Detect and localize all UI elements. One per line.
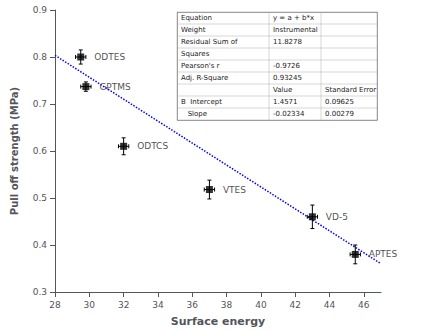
svg-text:36: 36 (187, 300, 199, 310)
svg-text:B Intercept: B Intercept (181, 98, 222, 106)
svg-text:1.4571: 1.4571 (273, 98, 298, 106)
svg-text:42: 42 (289, 300, 300, 310)
svg-text:0.8: 0.8 (33, 52, 48, 62)
svg-text:Adj. R-Square: Adj. R-Square (181, 74, 228, 82)
svg-text:0.3: 0.3 (33, 287, 47, 297)
svg-text:-0.02334: -0.02334 (273, 110, 305, 118)
svg-text:ODTCS: ODTCS (137, 141, 168, 151)
svg-text:0.6: 0.6 (33, 146, 48, 156)
svg-text:APTES: APTES (369, 249, 398, 259)
svg-text:Instrumental: Instrumental (273, 26, 318, 34)
svg-text:0.4: 0.4 (33, 240, 48, 250)
svg-text:Weight: Weight (181, 26, 206, 34)
svg-text:32: 32 (118, 300, 129, 310)
svg-text:0.00279: 0.00279 (325, 110, 354, 118)
svg-text:Pearson's r: Pearson's r (181, 62, 220, 70)
svg-text:Surface energy: Surface energy (171, 315, 265, 328)
svg-text:Pull off strength (MPa): Pull off strength (MPa) (9, 87, 20, 215)
svg-text:34: 34 (152, 300, 164, 310)
svg-text:0.9: 0.9 (33, 5, 48, 15)
svg-text:GPTMS: GPTMS (99, 82, 131, 92)
svg-text:ODTES: ODTES (94, 52, 125, 62)
svg-text:Slope: Slope (181, 110, 207, 118)
svg-text:-0.9726: -0.9726 (273, 62, 301, 70)
svg-text:40: 40 (255, 300, 267, 310)
svg-text:0.93245: 0.93245 (273, 74, 302, 82)
svg-text:Value: Value (273, 86, 292, 94)
svg-text:38: 38 (221, 300, 233, 310)
svg-text:0.7: 0.7 (33, 99, 47, 109)
svg-text:Equation: Equation (181, 14, 212, 22)
svg-text:Residual Sum of: Residual Sum of (181, 38, 238, 46)
svg-text:y = a + b*x: y = a + b*x (273, 14, 314, 22)
svg-text:Standard Error: Standard Error (325, 86, 376, 94)
svg-text:VD-5: VD-5 (326, 212, 348, 222)
svg-text:0.5: 0.5 (33, 193, 47, 203)
svg-text:0.09625: 0.09625 (325, 98, 354, 106)
svg-text:11.8278: 11.8278 (273, 38, 302, 46)
svg-text:46: 46 (358, 300, 370, 310)
svg-text:VTES: VTES (223, 185, 246, 195)
svg-text:30: 30 (84, 300, 96, 310)
svg-text:Squares: Squares (181, 50, 210, 58)
svg-text:28: 28 (49, 300, 61, 310)
svg-text:44: 44 (324, 300, 336, 310)
